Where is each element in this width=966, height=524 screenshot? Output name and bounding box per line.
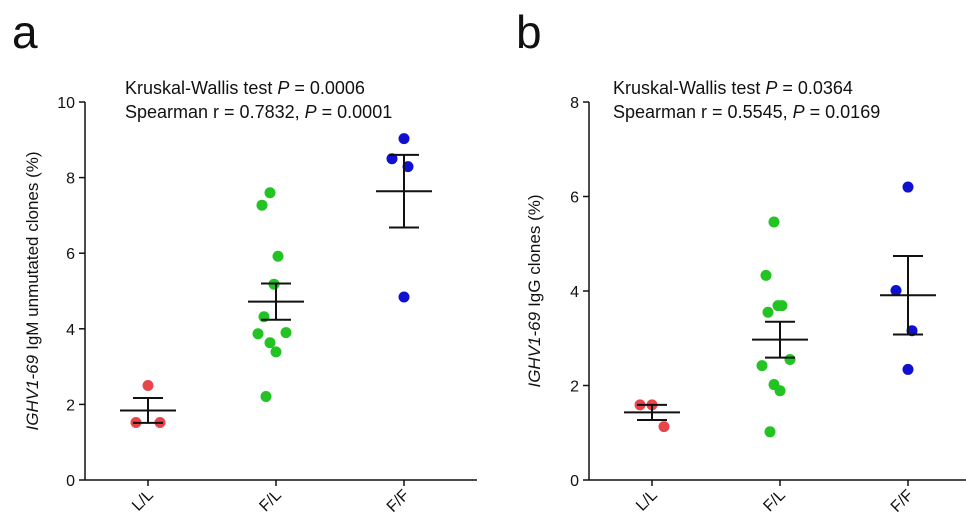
x-tick-label: F/F <box>888 487 917 516</box>
y-tick-label: 8 <box>570 95 579 112</box>
data-point <box>142 380 154 391</box>
y-tick-label: 0 <box>570 473 579 490</box>
data-point <box>386 153 398 165</box>
data-point <box>906 325 918 337</box>
y-axis-label: IGHV1-69 IgG clones (%) <box>525 194 544 387</box>
annotation-part: Kruskal-Wallis test <box>125 78 277 98</box>
data-point <box>270 346 282 358</box>
data-point <box>762 306 774 318</box>
data-point <box>658 421 670 433</box>
x-tick-label: L/L <box>129 487 157 515</box>
data-point <box>756 360 768 372</box>
y-tick-label: 0 <box>66 473 75 490</box>
y-tick-label: 4 <box>570 284 579 301</box>
data-point <box>774 385 786 397</box>
annotation: Kruskal-Wallis test P = 0.0006 <box>125 78 365 98</box>
annotation-part: Kruskal-Wallis test <box>613 78 765 98</box>
data-point <box>264 187 276 199</box>
data-point <box>902 363 914 375</box>
data-point <box>252 328 264 340</box>
data-point <box>760 269 772 281</box>
annotation-part: P <box>277 78 289 98</box>
x-tick-label: F/F <box>384 487 413 516</box>
y-tick-label: 6 <box>570 190 579 207</box>
data-point <box>264 337 276 349</box>
annotation-part: Spearman r = 0.7832, <box>125 102 305 122</box>
x-tick-label: F/L <box>256 487 284 515</box>
data-point <box>272 250 284 262</box>
data-point <box>764 426 776 438</box>
data-point <box>280 327 292 339</box>
y-tick-label: 6 <box>66 246 75 263</box>
data-point <box>398 133 410 145</box>
y-axis-label-rest: IgM unmutated clones (%) <box>23 151 42 349</box>
data-point <box>398 291 410 303</box>
data-point <box>890 285 902 297</box>
data-point <box>402 161 414 173</box>
data-point <box>902 181 914 193</box>
y-axis-label: IGHV1-69 IgM unmutated clones (%) <box>23 151 42 430</box>
annotation: Spearman r = 0.5545, P = 0.0169 <box>613 102 880 122</box>
y-axis-label-gene: IGHV1-69 <box>525 311 544 387</box>
y-tick-label: 4 <box>66 322 75 339</box>
x-tick-label: F/L <box>760 487 788 515</box>
panel-label: b <box>516 6 542 58</box>
annotation: Spearman r = 0.7832, P = 0.0001 <box>125 102 392 122</box>
annotation-part: = 0.0364 <box>777 78 853 98</box>
data-point <box>772 300 784 312</box>
data-point <box>260 390 272 402</box>
y-tick-label: 2 <box>66 397 75 414</box>
annotation-part: P <box>765 78 777 98</box>
annotation: Kruskal-Wallis test P = 0.0364 <box>613 78 853 98</box>
annotation-part: = 0.0006 <box>289 78 365 98</box>
y-tick-label: 10 <box>57 95 75 112</box>
x-tick-label: L/L <box>633 487 661 515</box>
y-axis-label-rest: IgG clones (%) <box>525 194 544 306</box>
annotation-part: = 0.0001 <box>317 102 393 122</box>
data-point <box>256 199 268 211</box>
panel-label: a <box>12 6 38 58</box>
annotation-part: P <box>305 102 317 122</box>
data-point <box>768 216 780 228</box>
y-tick-label: 8 <box>66 171 75 188</box>
y-tick-label: 2 <box>570 379 579 396</box>
y-axis-label-gene: IGHV1-69 <box>23 354 42 430</box>
annotation-part: P <box>793 102 805 122</box>
annotation-part: Spearman r = 0.5545, <box>613 102 793 122</box>
annotation-part: = 0.0169 <box>805 102 881 122</box>
data-point <box>784 354 796 366</box>
